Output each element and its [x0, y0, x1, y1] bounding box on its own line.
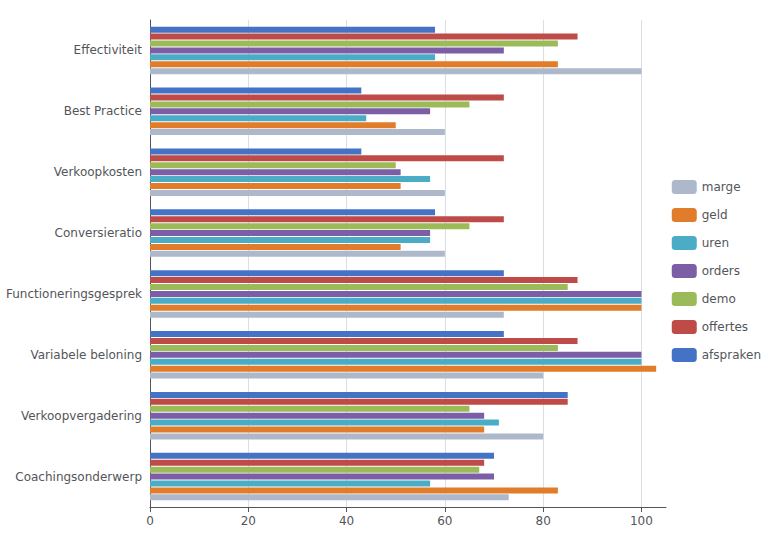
svg-text:orders: orders — [702, 264, 740, 278]
svg-text:geld: geld — [702, 208, 728, 222]
svg-text:demo: demo — [702, 292, 736, 306]
svg-text:60: 60 — [437, 514, 452, 528]
svg-text:40: 40 — [339, 514, 354, 528]
svg-text:offertes: offertes — [702, 320, 748, 334]
svg-text:Variabele beloning: Variabele beloning — [30, 348, 142, 362]
svg-text:80: 80 — [536, 514, 551, 528]
svg-text:uren: uren — [702, 236, 729, 250]
svg-text:100: 100 — [630, 514, 653, 528]
svg-text:marge: marge — [702, 180, 741, 194]
svg-text:20: 20 — [241, 514, 256, 528]
svg-text:afspraken: afspraken — [702, 348, 761, 362]
svg-text:Coachingsonderwerp: Coachingsonderwerp — [15, 470, 142, 484]
svg-text:Effectiviteit: Effectiviteit — [74, 43, 143, 57]
svg-text:Best Practice: Best Practice — [64, 104, 142, 118]
svg-text:Functioneringsgesprek: Functioneringsgesprek — [6, 287, 142, 301]
svg-text:Verkoopkosten: Verkoopkosten — [54, 165, 142, 179]
svg-text:Conversieratio: Conversieratio — [55, 226, 142, 240]
svg-text:0: 0 — [146, 514, 154, 528]
svg-text:Verkoopvergadering: Verkoopvergadering — [21, 409, 142, 423]
